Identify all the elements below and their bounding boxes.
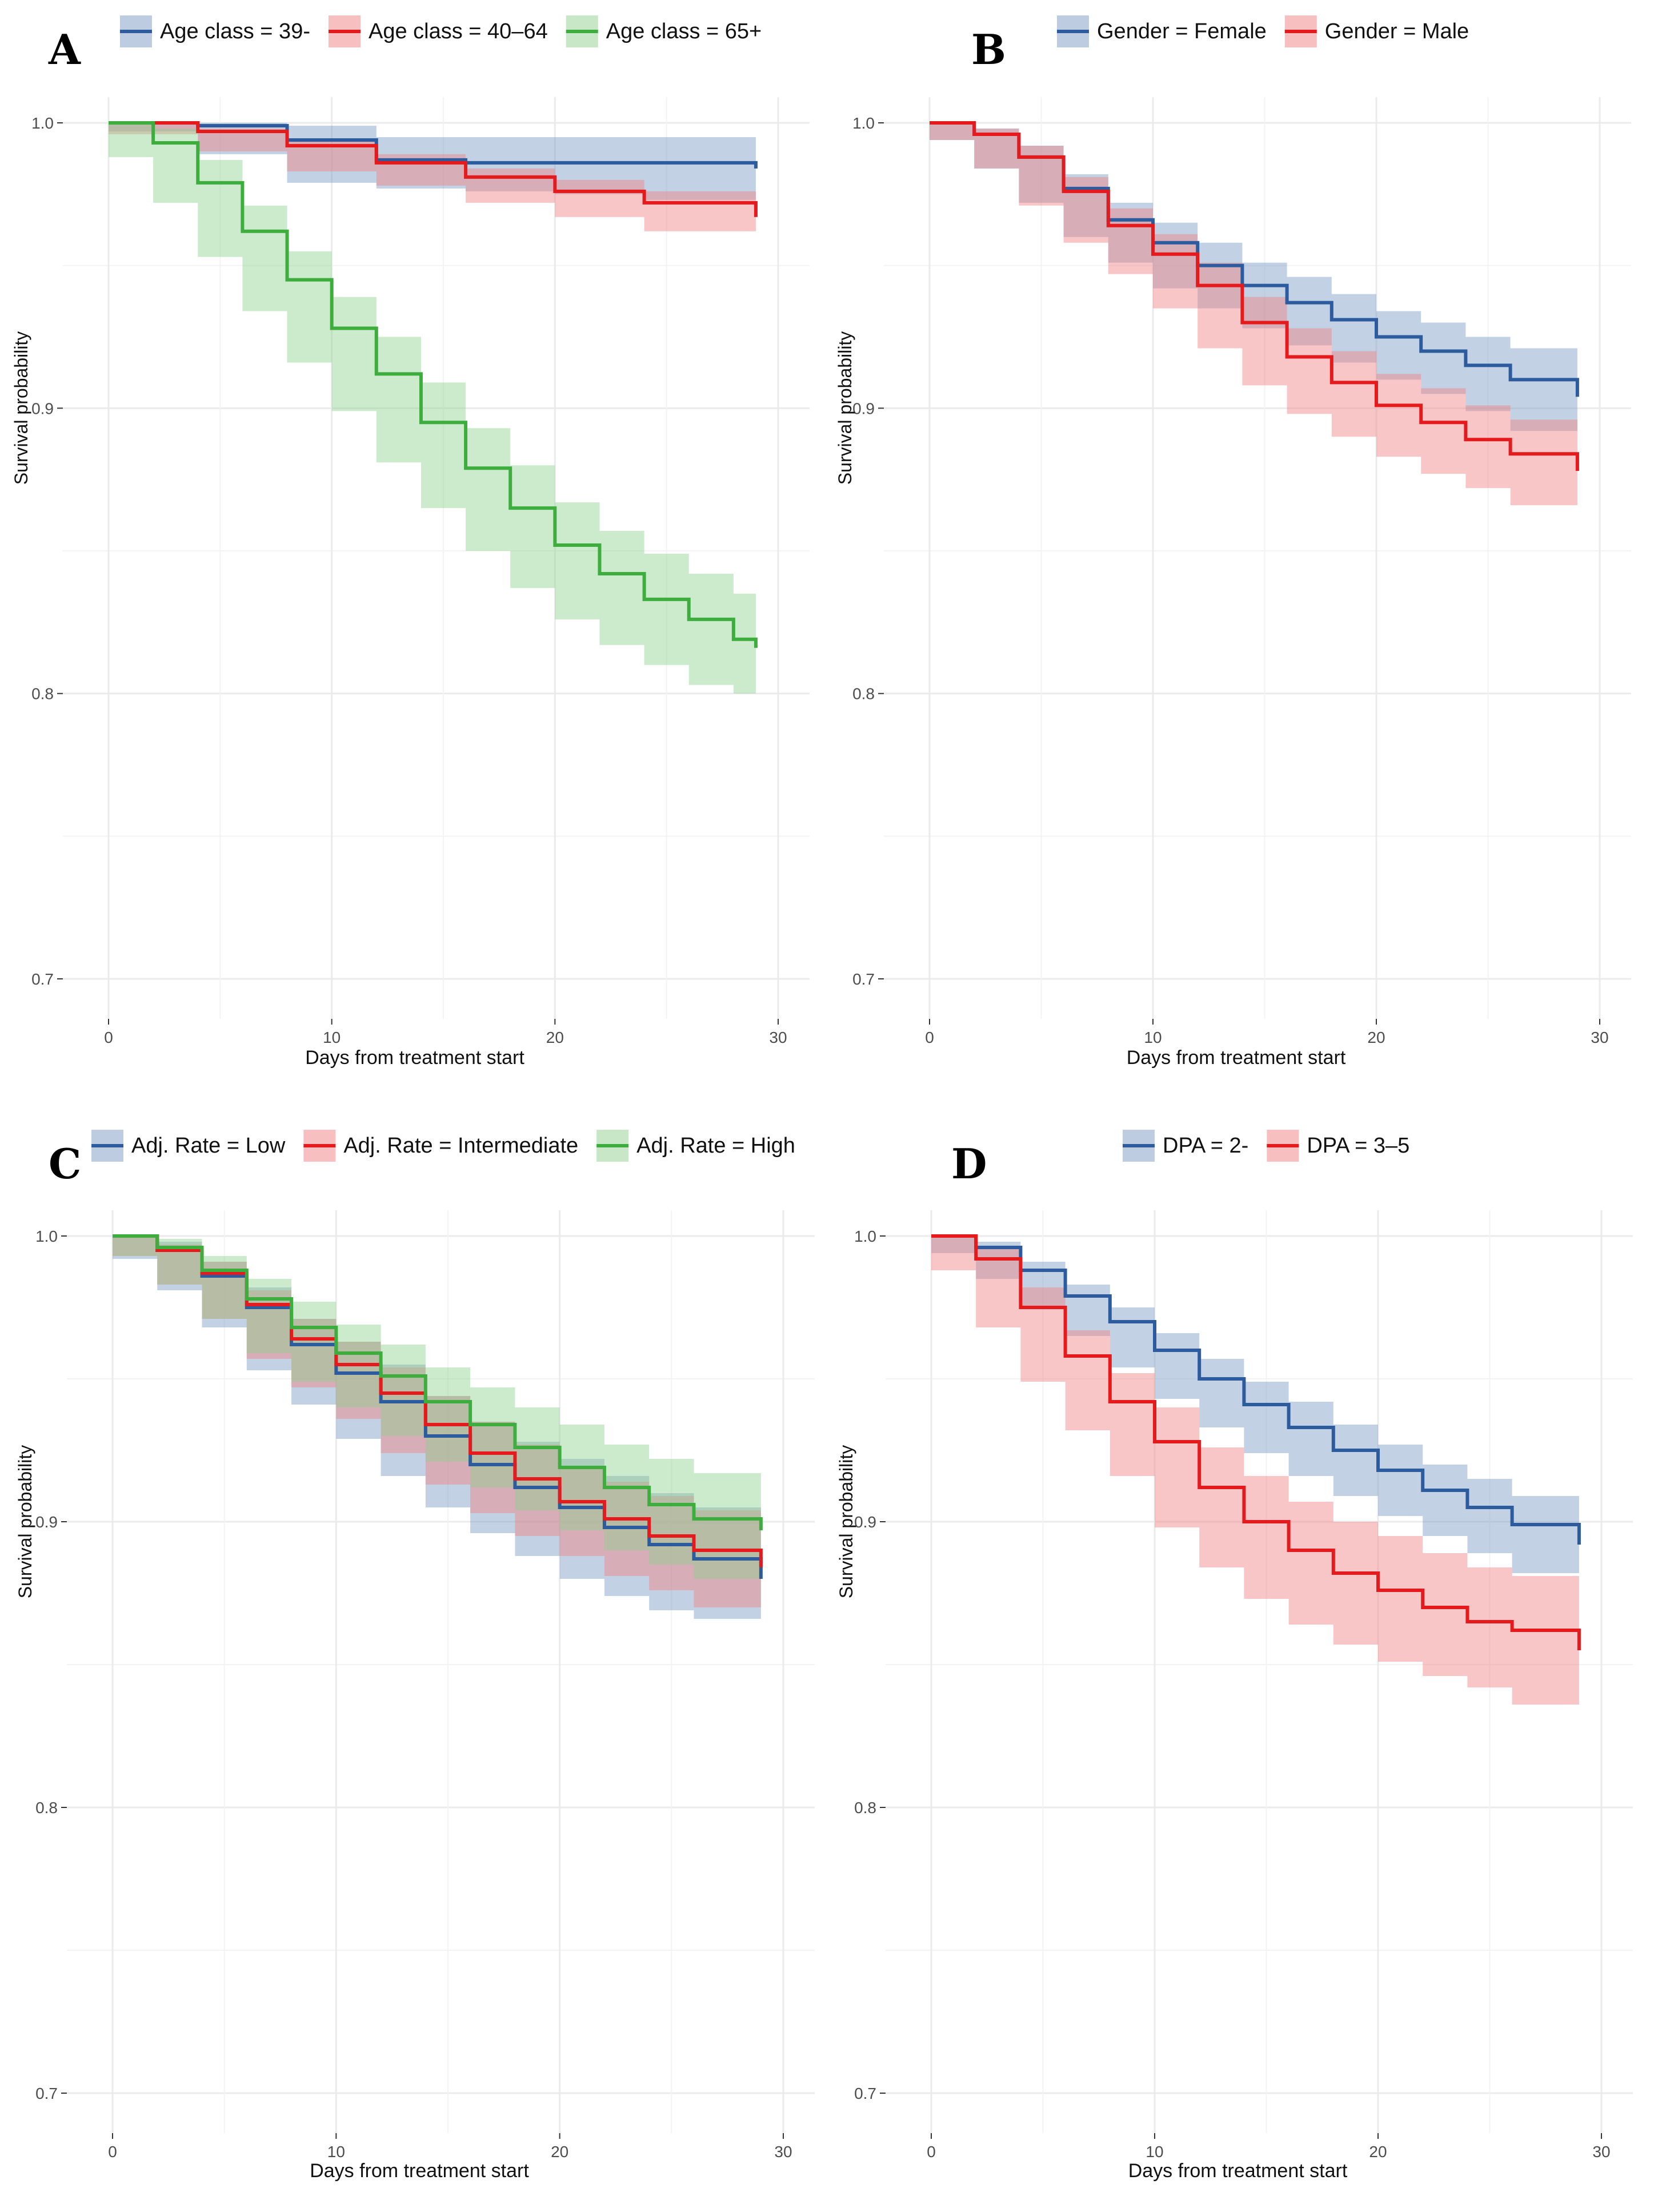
panel-letter: D	[951, 1139, 987, 1188]
km-curve-c-2	[113, 1234, 763, 1530]
y-tick-label: 0.8	[854, 1799, 876, 1817]
x-tick-label: 10	[1146, 2143, 1163, 2161]
ci-band-c-2	[113, 1236, 761, 1579]
legend: Gender = Female Gender = Male	[1057, 15, 1469, 47]
legend-label: Gender = Male	[1325, 19, 1469, 43]
ci-band-c-1	[113, 1236, 761, 1607]
grid	[63, 97, 810, 1019]
panel-letter: A	[48, 25, 81, 74]
legend: DPA = 2- DPA = 3–5	[1123, 1130, 1409, 1162]
x-tick-label: 0	[927, 2143, 936, 2161]
grid	[884, 97, 1631, 1019]
y-tick-label: 0.9	[31, 399, 54, 417]
y-axis-title: Survival probability	[15, 1445, 35, 1599]
ci-band-d-1	[931, 1236, 1579, 1705]
y-tick-label: 1.0	[854, 1227, 876, 1245]
x-tick-label: 10	[1144, 1029, 1162, 1046]
km-curve-b-1	[930, 121, 1579, 471]
legend-label: Adj. Rate = High	[636, 1134, 795, 1158]
x-tick-label: 10	[323, 1029, 341, 1046]
x-axis-title: Days from treatment start	[305, 1047, 524, 1069]
km-curve-c-1	[113, 1234, 763, 1567]
legend-label: Adj. Rate = Intermediate	[343, 1134, 578, 1158]
y-axis-title: Survival probability	[836, 1445, 856, 1599]
legend-label: DPA = 2-	[1163, 1134, 1248, 1158]
ci-band-b-1	[930, 123, 1577, 506]
ci-band-c-0	[113, 1236, 761, 1619]
y-tick-label: 0.7	[35, 2085, 58, 2102]
panel-letter: C	[49, 1139, 81, 1188]
y-tick-label: 0.8	[35, 1799, 58, 1817]
legend: Adj. Rate = Low Adj. Rate = Intermediate A…	[91, 1130, 795, 1162]
x-tick-label: 30	[1591, 1029, 1608, 1046]
x-tick-label: 0	[108, 2143, 117, 2161]
y-tick-label: 1.0	[852, 114, 875, 132]
x-tick-label: 20	[1367, 1029, 1385, 1046]
y-tick-label: 0.7	[31, 970, 54, 988]
x-axis-title: Days from treatment start	[1127, 1047, 1346, 1069]
legend-label: Adj. Rate = Low	[131, 1134, 286, 1158]
km-curve-a-1	[109, 121, 758, 217]
y-tick-label: 0.8	[852, 685, 875, 703]
panel-b: 0.7 0.8 0.9 1.0 0 10 20 30 Days from treatment s…	[835, 15, 1631, 1069]
y-tick-label: 0.9	[852, 399, 875, 417]
legend-label: Age class = 40–64	[369, 19, 548, 43]
ci-band-b-0	[930, 123, 1577, 431]
x-tick-label: 10	[327, 2143, 345, 2161]
y-tick-label: 1.0	[35, 1227, 58, 1245]
x-tick-label: 0	[104, 1029, 113, 1046]
x-tick-label: 30	[1592, 2143, 1610, 2161]
km-curve-a-2	[109, 121, 758, 648]
legend-label: Age class = 65+	[606, 19, 762, 43]
legend-label: DPA = 3–5	[1307, 1134, 1409, 1158]
x-tick-label: 20	[1369, 2143, 1387, 2161]
y-tick-label: 1.0	[31, 114, 54, 132]
x-axis-title: Days from treatment start	[1128, 2160, 1348, 2182]
legend: Age class = 39- Age class = 40–64 Age clas…	[120, 15, 762, 47]
panel-c: 0.7 0.8 0.9 1.0 0 10 20 30 Days from treatment s…	[15, 1130, 815, 2182]
grid	[67, 1210, 815, 2133]
x-tick-label: 30	[774, 2143, 792, 2161]
legend-label: Gender = Female	[1097, 19, 1267, 43]
grid	[886, 1210, 1633, 2133]
panel-d: 0.7 0.8 0.9 1.0 0 10 20 30 Days from treatment s…	[836, 1130, 1633, 2182]
y-axis-title: Survival probability	[11, 331, 31, 485]
y-tick-label: 0.7	[852, 970, 875, 988]
y-axis-title: Survival probability	[835, 331, 855, 485]
panel-a: 0.7 0.8 0.9 1.0 0 10 20 30 Days from treatment s…	[11, 15, 810, 1069]
x-tick-label: 20	[551, 2143, 568, 2161]
ci-band-a-1	[109, 123, 756, 231]
km-curve-d-0	[931, 1234, 1581, 1545]
x-tick-label: 0	[925, 1029, 934, 1046]
ci-band-a-2	[109, 123, 756, 694]
x-tick-label: 30	[769, 1029, 787, 1046]
y-tick-label: 0.8	[31, 685, 54, 703]
legend-label: Age class = 39-	[160, 19, 310, 43]
panel-letter: B	[971, 25, 1006, 74]
y-tick-label: 0.9	[854, 1513, 876, 1531]
km-curve-d-1	[931, 1234, 1581, 1650]
x-tick-label: 20	[546, 1029, 564, 1046]
y-tick-label: 0.9	[35, 1513, 58, 1531]
x-axis-title: Days from treatment start	[310, 2160, 529, 2182]
y-tick-label: 0.7	[854, 2085, 876, 2102]
